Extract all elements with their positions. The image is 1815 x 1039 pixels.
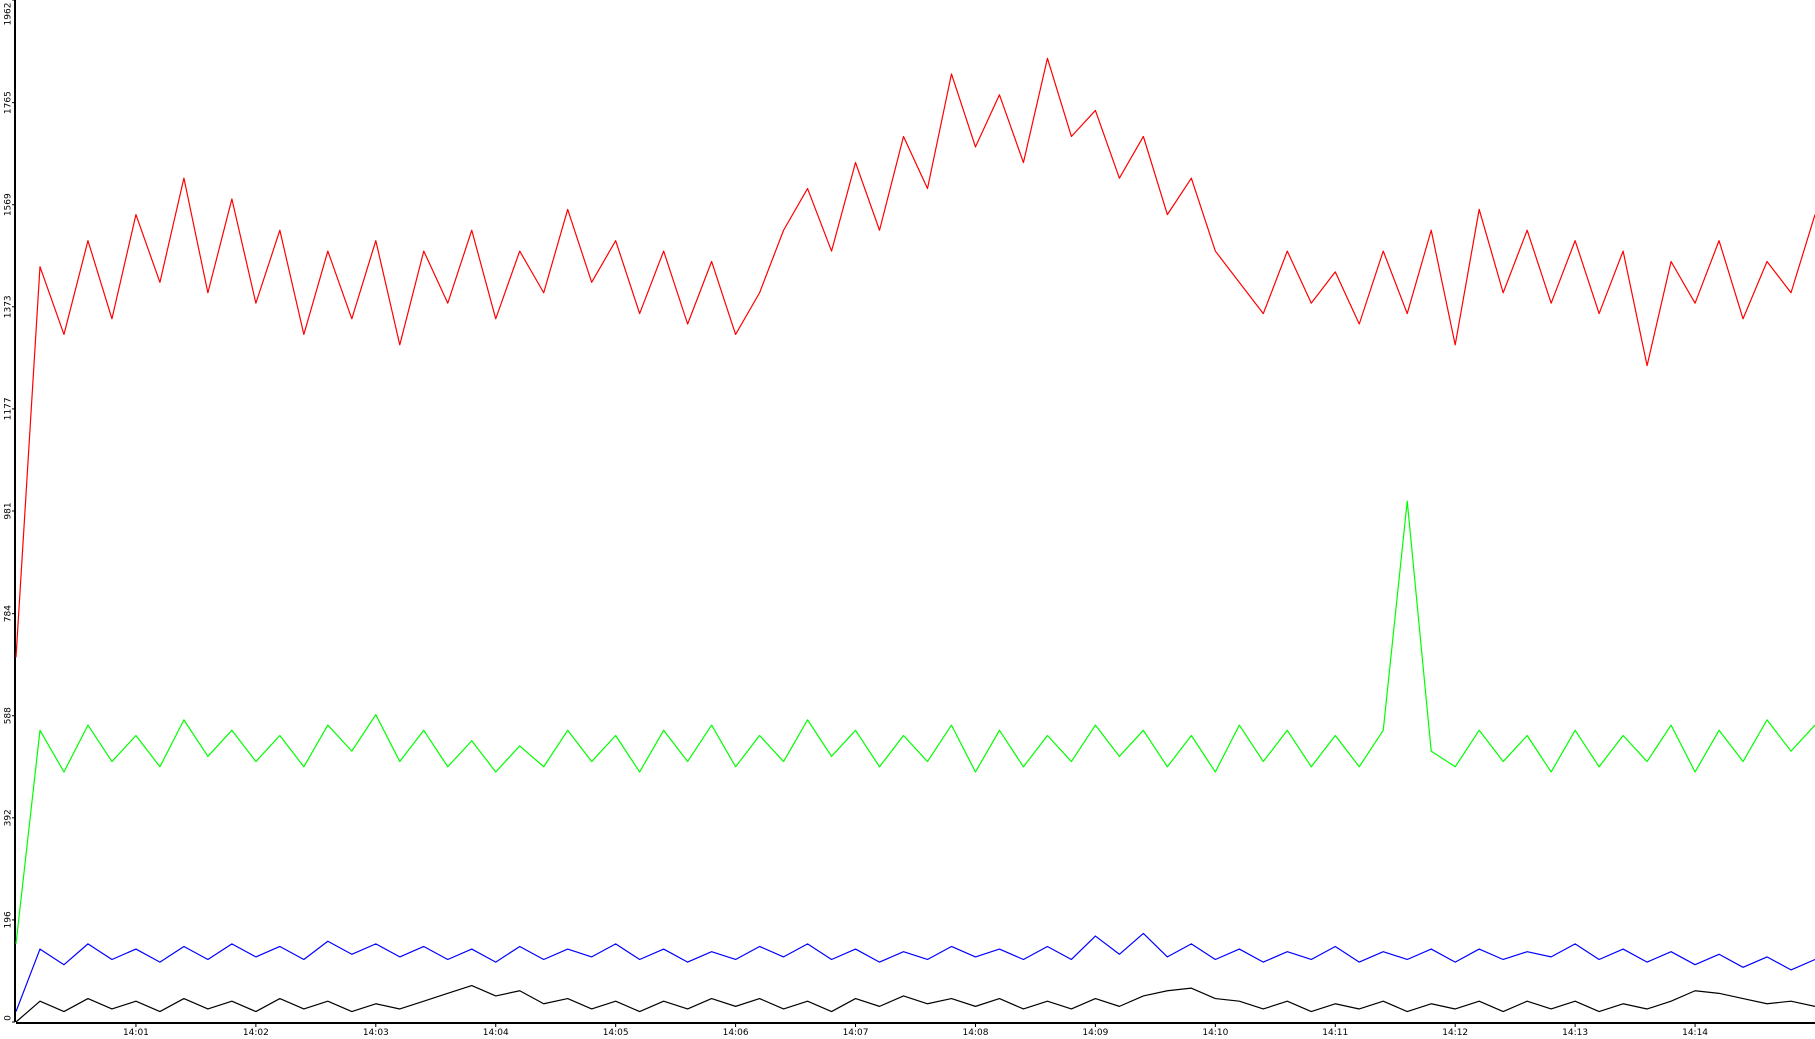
x-tick-label: 14:05 <box>603 1028 629 1038</box>
x-tick-label: 14:03 <box>363 1028 389 1038</box>
x-tick-label: 14:08 <box>962 1028 988 1038</box>
y-tick-label: 0 <box>4 1015 14 1021</box>
y-tick-label: 1962 <box>4 3 14 26</box>
x-tick-label: 14:13 <box>1562 1028 1588 1038</box>
y-tick-label: 1373 <box>4 295 14 318</box>
y-tick-label: 392 <box>4 809 14 826</box>
x-tick-label: 14:14 <box>1682 1028 1708 1038</box>
series-line <box>15 984 1815 1023</box>
y-tick-label: 588 <box>4 707 14 724</box>
x-tick-label: 14:04 <box>483 1028 509 1038</box>
x-tick-label: 14:09 <box>1082 1028 1108 1038</box>
y-tick-label: 1569 <box>4 193 14 216</box>
x-tick-label: 14:12 <box>1442 1028 1468 1038</box>
y-tick-label: 196 <box>4 911 14 928</box>
y-tick-label: 784 <box>4 605 14 622</box>
x-tick-label: 14:11 <box>1322 1028 1348 1038</box>
x-tick-label: 14:01 <box>123 1028 149 1038</box>
x-tick-label: 14:10 <box>1202 1028 1228 1038</box>
x-tick-label: 14:07 <box>843 1028 869 1038</box>
x-tick-label: 14:06 <box>723 1028 749 1038</box>
series-line <box>15 57 1815 658</box>
y-tick-label: 981 <box>4 502 14 519</box>
series-line <box>15 500 1815 944</box>
y-tick-label: 1765 <box>4 91 14 114</box>
y-tick-label: 1177 <box>4 397 14 420</box>
series-line <box>15 932 1815 1012</box>
x-tick-label: 14:02 <box>243 1028 269 1038</box>
